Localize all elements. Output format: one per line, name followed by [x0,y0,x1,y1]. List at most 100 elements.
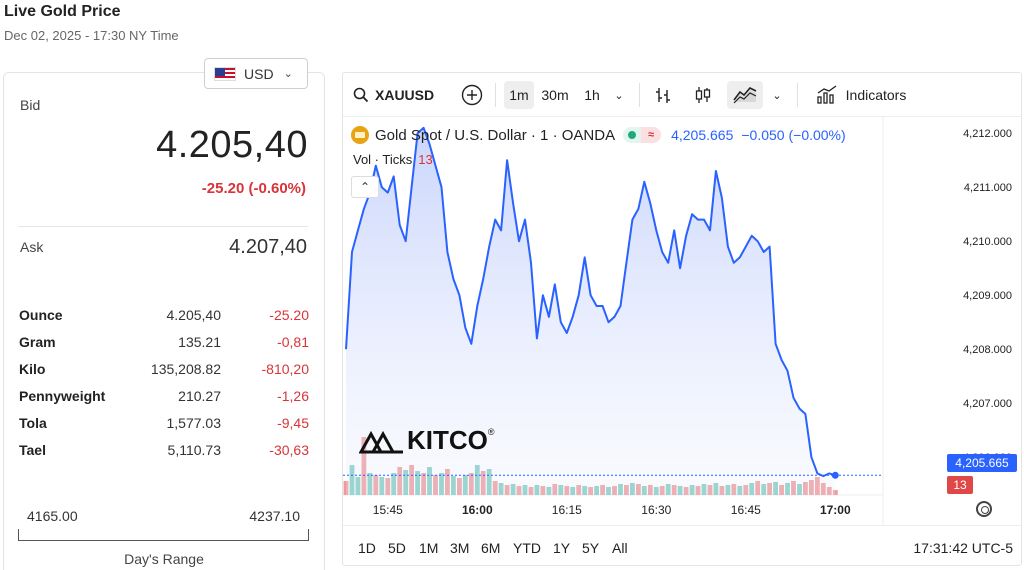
unit-price: 210.27 [178,388,221,404]
chart-type-dropdown-button[interactable]: ⌄ [767,81,787,109]
compare-button[interactable] [457,81,487,109]
market-status-symbol: ≈ [641,127,662,143]
volume-tag: 13 [947,476,973,494]
us-flag-icon [214,66,236,81]
toolbar-divider [797,83,798,107]
price-chart[interactable]: 4,212.000 4,211.000 4,210.000 4,209.000 4,20… [343,73,1022,566]
volume-tag-text: 13 [953,478,967,492]
unit-price: 4.205,40 [166,307,222,323]
y-tick-label: 4,209.000 [963,290,1012,302]
currency-select[interactable]: USD ⌄ [204,58,308,89]
chevron-down-icon: ⌄ [283,68,293,80]
x-tick-label: 15:45 [373,503,403,517]
chart-clock[interactable]: 17:31:42 UTC-5 [913,540,1013,556]
kitco-watermark: KITCO ® [359,425,495,456]
unit-change: -25.20 [269,307,309,323]
unit-change: -810,20 [261,361,309,377]
volume-legend-value: 13 [418,152,433,167]
candle-chart-type-button[interactable] [689,81,717,109]
interval-label: 30m [541,87,569,103]
bar-chart-type-button[interactable] [649,81,677,109]
y-tick-label: 4,208.000 [963,344,1012,356]
unit-row-ounce: Ounce 4.205,40 -25.20 [19,307,309,327]
price-area-fill [346,127,836,496]
chevron-down-icon: ⌄ [772,89,782,102]
area-chart-icon [733,87,757,104]
symbol-label: XAUUSD [375,87,435,103]
page-datetime: Dec 02, 2025 - 17:30 NY Time [4,28,179,43]
ask-label: Ask [20,239,44,255]
legend-title: Gold Spot / U.S. Dollar · 1 · OANDA [375,126,616,144]
interval-label: 1m [509,87,529,103]
interval-1h-button[interactable]: 1h [578,81,606,109]
x-tick-label: 17:00 [820,503,851,517]
unit-name: Tola [19,415,47,431]
y-tick-label: 4,207.000 [963,398,1012,410]
range-6m-button[interactable]: 6M [481,540,501,556]
unit-row-pennyweight: Pennyweight 210.27 -1,26 [19,388,309,408]
last-price-tag-text: 4,205.665 [955,456,1009,470]
unit-row-kilo: Kilo 135,208.82 -810,20 [19,361,309,381]
unit-name: Tael [19,442,46,458]
chart-bottom-bar: 1D 5D 1M 3M 6M YTD 1Y 5Y All 17:31:42 UT… [343,525,1021,565]
days-range-label: Day's Range [124,551,204,567]
unit-price: 135.21 [178,334,221,350]
legend-change: −0.050 (−0.00%) [741,127,846,143]
bid-label: Bid [20,97,41,113]
search-icon [353,87,369,103]
bid-price: 4.205,40 [156,124,308,166]
currency-label: USD [244,65,274,82]
unit-change: -0,81 [277,334,309,350]
interval-dropdown-button[interactable]: ⌄ [609,81,629,109]
range-1m-button[interactable]: 1M [419,540,439,556]
range-ytd-button[interactable]: YTD [513,540,541,556]
registered-mark: ® [487,427,495,437]
range-3m-button[interactable]: 3M [450,540,470,556]
range-5y-button[interactable]: 5Y [582,540,600,556]
unit-change: -9,45 [277,415,309,431]
unit-name: Ounce [19,307,63,323]
y-tick-label: 4,210.000 [963,236,1012,248]
chart-toolbar: XAUUSD 1m 30m 1h ⌄ [343,73,1021,117]
area-chart-type-button[interactable] [727,81,763,109]
price-line [345,126,836,478]
toolbar-divider [495,83,496,107]
chart-panel: XAUUSD 1m 30m 1h ⌄ [342,72,1022,566]
market-status-pill[interactable]: ≈ [623,127,662,143]
days-range-high: 4237.10 [249,508,300,524]
range-1y-button[interactable]: 1Y [553,540,571,556]
chart-settings-button[interactable] [976,501,992,517]
market-open-dot-icon [623,127,642,143]
range-1d-button[interactable]: 1D [358,540,376,556]
unit-name: Gram [19,334,56,350]
x-tick-label: 16:45 [731,503,761,517]
unit-row-tola: Tola 1,577.03 -9,45 [19,415,309,435]
unit-row-gram: Gram 135.21 -0,81 [19,334,309,354]
interval-1m-button[interactable]: 1m [504,81,534,109]
unit-name: Pennyweight [19,388,106,404]
volume-legend: Vol · Ticks 13 [353,152,433,167]
unit-price: 1,577.03 [166,415,222,431]
unit-change: -1,26 [277,388,309,404]
unit-price: 5,110.73 [167,442,221,458]
symbol-search-button[interactable]: XAUUSD [353,81,439,109]
collapse-legend-button[interactable]: ⌃ [351,176,379,198]
interval-30m-button[interactable]: 30m [537,81,573,109]
range-5d-button[interactable]: 5D [388,540,406,556]
days-range-bar [18,529,309,541]
ask-price: 4.207,40 [229,236,307,258]
x-tick-label: 16:30 [641,503,671,517]
divider [18,226,308,227]
unit-row-tael: Tael 5,110.73 -30,63 [19,442,309,462]
y-tick-label: 4,212.000 [963,128,1012,140]
last-price-dot [831,471,839,479]
last-price-tag: 4,205.665 [947,454,1017,472]
kitco-wordmark: KITCO [407,425,488,455]
range-all-button[interactable]: All [612,540,628,556]
candlestick-icon [695,87,711,103]
kitco-logo-icon [359,430,403,453]
unit-change: -30,63 [269,442,309,458]
indicators-button[interactable]: Indicators [809,81,913,109]
days-range-low: 4165.00 [27,508,78,524]
interval-label: 1h [584,87,600,103]
